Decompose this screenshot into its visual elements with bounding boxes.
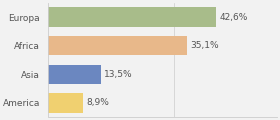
Bar <box>48 7 216 27</box>
Text: 42,6%: 42,6% <box>220 13 248 22</box>
Bar <box>48 93 83 113</box>
Bar <box>48 65 101 84</box>
Text: 35,1%: 35,1% <box>190 41 218 50</box>
Bar <box>48 36 187 55</box>
Text: 13,5%: 13,5% <box>104 70 133 79</box>
Text: 8,9%: 8,9% <box>86 98 109 107</box>
